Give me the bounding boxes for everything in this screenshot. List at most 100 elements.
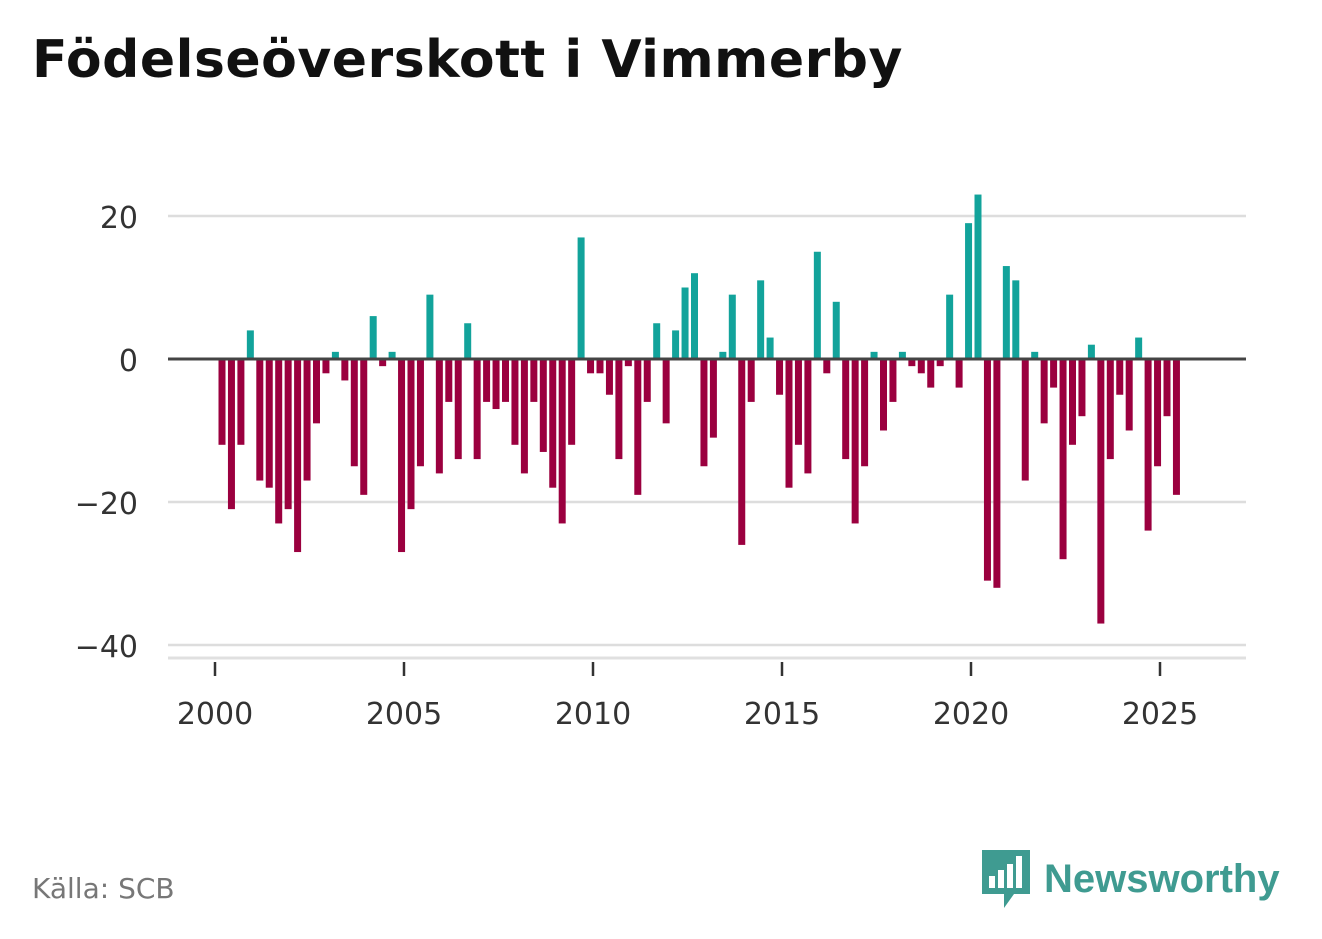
bar: [1031, 351, 1039, 359]
brand-name: Newsworthy: [1044, 856, 1280, 901]
bar: [813, 251, 821, 359]
bar: [1021, 359, 1029, 481]
bar: [341, 359, 349, 381]
bar: [917, 359, 925, 374]
x-tick-label: 2015: [744, 697, 820, 732]
bar: [804, 359, 812, 474]
bar: [832, 301, 840, 359]
bar: [596, 359, 604, 374]
bar: [492, 359, 500, 410]
bar: [615, 359, 623, 460]
bar: [398, 359, 406, 553]
bars: [218, 194, 1180, 624]
bar: [577, 237, 585, 359]
bar: [407, 359, 415, 510]
source-note: Källa: SCB: [32, 872, 175, 905]
bar: [785, 359, 793, 488]
bar: [1002, 266, 1010, 359]
bar: [747, 359, 755, 402]
bar: [719, 351, 727, 359]
bar: [549, 359, 557, 488]
bar: [624, 359, 632, 367]
bar: [653, 323, 661, 359]
bar: [1154, 359, 1162, 467]
bar: [908, 359, 916, 367]
bar: [227, 359, 235, 510]
bar: [870, 351, 878, 359]
bar: [842, 359, 850, 460]
bar: [313, 359, 320, 424]
bar: [1097, 359, 1105, 624]
bar: [605, 359, 613, 395]
bar: [1059, 359, 1067, 560]
bar: [426, 294, 434, 359]
bar: [936, 359, 944, 367]
bar: [256, 359, 264, 481]
y-tick-label: −20: [75, 487, 138, 522]
bar: [728, 294, 736, 359]
bar: [889, 359, 897, 402]
bar: [709, 359, 717, 438]
bar: [794, 359, 802, 445]
bar: [520, 359, 528, 474]
bar: [218, 359, 226, 445]
bar: [634, 359, 642, 495]
bar: [265, 359, 273, 488]
bar: [1125, 359, 1133, 431]
bar: [473, 359, 481, 460]
y-tick-label: 20: [100, 201, 138, 236]
bar: [974, 194, 982, 359]
bar: [993, 359, 1001, 588]
bar: [388, 351, 396, 359]
bar: [946, 294, 954, 359]
bar: [1012, 280, 1020, 359]
bar: [379, 359, 387, 367]
bar: [350, 359, 358, 467]
bar: [681, 287, 689, 359]
bar: [502, 359, 509, 402]
bar: [691, 273, 698, 359]
bar: [880, 359, 887, 431]
bar: [738, 359, 746, 545]
x-tick-label: 2000: [177, 697, 253, 732]
bar: [530, 359, 538, 402]
bar: [955, 359, 963, 388]
y-tick-label: 0: [119, 344, 138, 379]
bar: [1069, 359, 1076, 445]
bar: [483, 359, 491, 402]
brand-logo: Newsworthy: [980, 848, 1280, 910]
bar: [511, 359, 519, 445]
newsworthy-logo-icon: [982, 850, 1030, 908]
bar: [1050, 359, 1058, 388]
bar: [1106, 359, 1114, 460]
bar: [965, 223, 973, 359]
bar: [776, 359, 784, 395]
bar: [700, 359, 708, 467]
bar: [322, 359, 330, 374]
bar: [454, 359, 462, 460]
bar: [587, 359, 595, 374]
bar: [445, 359, 453, 402]
bar: [672, 330, 680, 359]
bar: [823, 359, 831, 374]
bar: [237, 359, 245, 445]
bar: [927, 359, 935, 388]
x-tick-label: 2020: [933, 697, 1009, 732]
bar: [1144, 359, 1152, 531]
bar: [1116, 359, 1124, 395]
bar: [1087, 344, 1095, 359]
bar: [851, 359, 859, 524]
bar: [1135, 337, 1143, 359]
bar: [898, 351, 906, 359]
bar: [662, 359, 670, 424]
bar: [294, 359, 302, 553]
bar: [416, 359, 424, 467]
bar: [303, 359, 311, 481]
bar: [539, 359, 547, 452]
bar: [643, 359, 651, 402]
bar: [1163, 359, 1171, 417]
bar: [1040, 359, 1048, 424]
chart-title: Födelseöverskott i Vimmerby: [32, 30, 903, 90]
x-tick-label: 2025: [1122, 697, 1198, 732]
bar: [331, 351, 339, 359]
